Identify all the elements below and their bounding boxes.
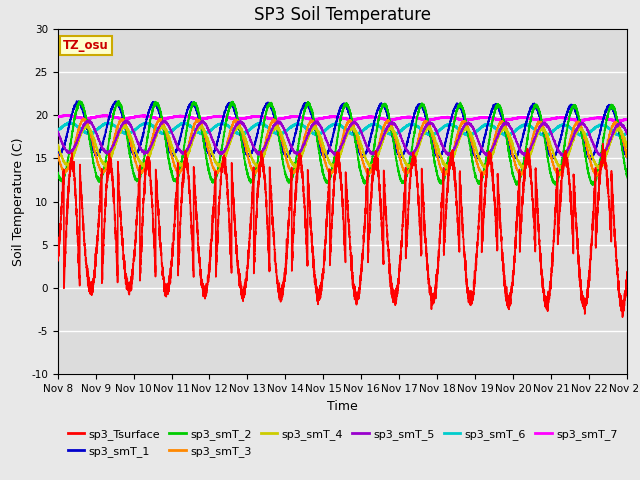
- sp3_smT_4: [470, 140, 478, 145]
- sp3_smT_3: [54, 151, 61, 157]
- Line: sp3_smT_4: sp3_smT_4: [58, 125, 627, 168]
- sp3_smT_3: [623, 154, 631, 160]
- sp3_Tsurface: [600, 156, 607, 162]
- sp3_smT_7: [623, 117, 631, 122]
- sp3_smT_5: [85, 117, 93, 123]
- sp3_Tsurface: [54, 257, 61, 263]
- sp3_smT_5: [323, 139, 331, 145]
- sp3_Tsurface: [619, 314, 627, 320]
- sp3_smT_3: [486, 153, 494, 159]
- Line: sp3_smT_5: sp3_smT_5: [58, 120, 627, 156]
- Line: sp3_smT_2: sp3_smT_2: [58, 101, 627, 185]
- sp3_smT_2: [115, 98, 123, 104]
- sp3_Tsurface: [623, 279, 631, 285]
- X-axis label: Time: Time: [327, 400, 358, 413]
- sp3_smT_6: [54, 128, 61, 133]
- sp3_smT_3: [470, 149, 478, 155]
- sp3_smT_4: [623, 144, 631, 150]
- sp3_smT_6: [593, 124, 600, 130]
- sp3_smT_3: [323, 166, 331, 172]
- Title: SP3 Soil Temperature: SP3 Soil Temperature: [254, 6, 431, 24]
- sp3_smT_3: [80, 115, 88, 121]
- sp3_smT_6: [248, 125, 255, 131]
- sp3_smT_4: [600, 160, 607, 166]
- sp3_smT_7: [323, 114, 331, 120]
- sp3_smT_6: [65, 119, 73, 125]
- sp3_smT_7: [593, 115, 600, 121]
- sp3_smT_4: [248, 154, 255, 159]
- sp3_Tsurface: [247, 211, 255, 217]
- sp3_smT_7: [248, 114, 255, 120]
- sp3_smT_1: [593, 143, 600, 148]
- Y-axis label: Soil Temperature (C): Soil Temperature (C): [12, 137, 26, 266]
- sp3_Tsurface: [323, 212, 331, 217]
- sp3_smT_2: [623, 175, 631, 180]
- sp3_smT_1: [323, 150, 331, 156]
- sp3_smT_5: [54, 128, 61, 134]
- sp3_smT_2: [248, 178, 255, 184]
- sp3_smT_5: [248, 138, 255, 144]
- sp3_smT_2: [589, 182, 596, 188]
- Line: sp3_smT_1: sp3_smT_1: [58, 101, 627, 160]
- sp3_smT_6: [323, 126, 331, 132]
- sp3_smT_7: [613, 118, 621, 123]
- sp3_smT_2: [470, 168, 478, 173]
- sp3_smT_1: [623, 154, 631, 160]
- Legend: sp3_Tsurface, sp3_smT_1, sp3_smT_2, sp3_smT_3, sp3_smT_4, sp3_smT_5, sp3_smT_6, : sp3_Tsurface, sp3_smT_1, sp3_smT_2, sp3_…: [63, 425, 622, 461]
- sp3_smT_4: [323, 155, 331, 161]
- Text: TZ_osu: TZ_osu: [63, 39, 109, 52]
- sp3_smT_2: [54, 170, 61, 176]
- sp3_smT_4: [83, 122, 90, 128]
- sp3_smT_5: [623, 131, 631, 136]
- Line: sp3_smT_7: sp3_smT_7: [58, 116, 627, 120]
- sp3_smT_7: [486, 115, 494, 120]
- sp3_smT_6: [600, 122, 607, 128]
- sp3_smT_6: [623, 129, 631, 135]
- sp3_smT_1: [248, 151, 255, 156]
- sp3_smT_1: [486, 113, 494, 119]
- sp3_smT_3: [248, 165, 255, 170]
- sp3_smT_1: [112, 98, 120, 104]
- Line: sp3_smT_6: sp3_smT_6: [58, 122, 627, 136]
- sp3_Tsurface: [470, 283, 478, 288]
- sp3_smT_3: [593, 172, 600, 178]
- sp3_smT_1: [588, 157, 595, 163]
- sp3_smT_3: [600, 156, 607, 162]
- sp3_Tsurface: [486, 155, 494, 160]
- sp3_smT_5: [600, 151, 607, 156]
- sp3_smT_1: [470, 152, 478, 157]
- sp3_smT_5: [470, 128, 478, 133]
- sp3_smT_1: [600, 116, 607, 121]
- sp3_smT_4: [486, 158, 494, 164]
- sp3_smT_7: [600, 115, 607, 121]
- sp3_Tsurface: [593, 228, 600, 233]
- sp3_smT_3: [593, 173, 601, 179]
- sp3_smT_2: [323, 179, 331, 185]
- Line: sp3_Tsurface: sp3_Tsurface: [58, 144, 627, 317]
- sp3_smT_6: [470, 130, 478, 136]
- sp3_smT_5: [559, 154, 566, 159]
- sp3_smT_7: [63, 113, 71, 119]
- sp3_smT_4: [595, 166, 603, 171]
- sp3_smT_7: [54, 114, 61, 120]
- sp3_smT_2: [600, 134, 607, 140]
- sp3_smT_5: [486, 150, 494, 156]
- sp3_smT_4: [54, 142, 61, 148]
- sp3_smT_6: [486, 122, 494, 128]
- sp3_smT_2: [486, 132, 494, 138]
- sp3_smT_6: [618, 133, 625, 139]
- sp3_smT_5: [593, 148, 600, 154]
- sp3_smT_4: [593, 162, 600, 168]
- sp3_smT_1: [54, 150, 61, 156]
- sp3_smT_7: [470, 116, 478, 122]
- sp3_smT_2: [593, 177, 600, 182]
- Line: sp3_smT_3: sp3_smT_3: [58, 118, 627, 176]
- sp3_Tsurface: [599, 141, 607, 147]
